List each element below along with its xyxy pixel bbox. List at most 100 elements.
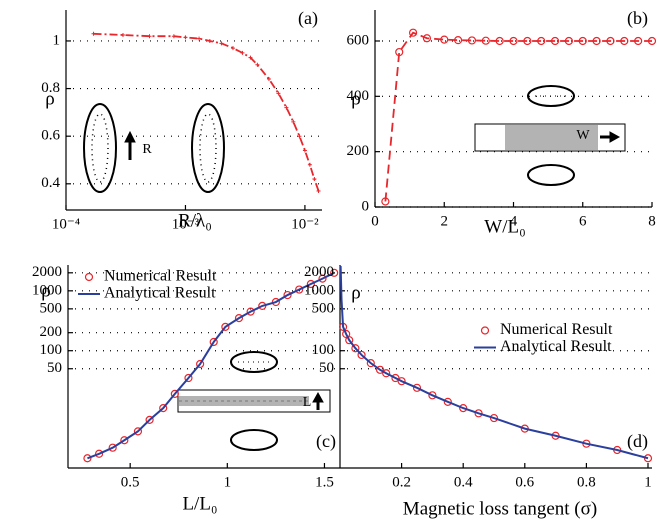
marker [221, 322, 230, 331]
marker [209, 337, 218, 347]
y-tick-label: 1000 [32, 282, 62, 298]
x-axis-label: W/L₀ [484, 216, 525, 237]
marker [330, 268, 339, 277]
x-tick-label: 0.8 [577, 474, 596, 490]
x-tick-label: 1 [224, 474, 232, 490]
series-line [87, 271, 335, 460]
marker [357, 350, 366, 360]
y-tick-label: 50 [47, 360, 62, 376]
marker [295, 285, 304, 294]
marker [523, 36, 532, 46]
x-tick-label: 1 [644, 474, 652, 490]
y-axis-label: ρ [41, 280, 50, 301]
y-tick-label: 0 [362, 198, 370, 214]
y-tick-label: 1000 [304, 282, 334, 298]
x-tick-label: 0.4 [454, 474, 473, 490]
series-line [384, 31, 652, 202]
y-axis-label: ρ [45, 88, 54, 109]
x-tick-label: 8 [648, 213, 656, 229]
marker [592, 36, 601, 46]
marker [83, 454, 92, 463]
marker [297, 134, 302, 139]
marker [266, 77, 271, 82]
marker [564, 36, 574, 46]
legend-label: Numerical Result [500, 321, 613, 338]
x-axis-label: L/L₀ [182, 493, 217, 514]
marker [183, 35, 188, 40]
x-tick-label: 10⁻⁴ [52, 216, 80, 232]
marker [422, 34, 432, 43]
marker [459, 404, 468, 413]
marker [276, 91, 281, 96]
marker [91, 31, 96, 36]
marker [283, 290, 292, 300]
y-tick-label: 100 [312, 342, 335, 358]
series-line [339, 265, 649, 460]
marker [467, 36, 477, 45]
marker [375, 365, 385, 374]
marker [230, 46, 235, 51]
marker [255, 62, 260, 67]
marker [620, 36, 629, 46]
marker [647, 36, 657, 46]
x-tick-label: 4 [510, 213, 518, 229]
panel-label: (a) [298, 8, 318, 29]
marker [495, 36, 504, 46]
marker [443, 397, 452, 406]
marker [307, 162, 312, 167]
marker [219, 41, 224, 46]
marker [391, 373, 400, 383]
marker [133, 427, 143, 436]
y-tick-label: 0.4 [41, 175, 60, 191]
marker [578, 36, 587, 46]
marker [395, 47, 404, 57]
marker [474, 409, 483, 418]
annotation: L [303, 395, 312, 410]
marker [316, 188, 321, 193]
marker [184, 373, 193, 383]
x-tick-label: 10⁻² [291, 216, 319, 232]
x-axis-label: R/λ₀ [178, 210, 212, 231]
marker [550, 36, 560, 46]
marker [248, 55, 253, 60]
x-tick-label: 0.6 [515, 474, 534, 490]
marker [170, 389, 179, 399]
y-tick-label: 0.6 [41, 128, 60, 144]
marker [196, 359, 205, 369]
marker [120, 33, 125, 37]
marker [147, 34, 152, 39]
marker [412, 383, 422, 392]
marker [440, 35, 449, 44]
marker [302, 148, 307, 153]
marker [397, 377, 406, 386]
marker [489, 413, 499, 423]
marker [120, 436, 129, 445]
y-tick-label: 1 [53, 32, 61, 48]
legend-swatch [480, 326, 490, 335]
marker [345, 336, 354, 345]
marker [428, 391, 437, 400]
marker [366, 359, 375, 368]
x-tick-label: 0 [371, 213, 379, 229]
y-tick-label: 200 [40, 324, 63, 340]
marker [284, 105, 289, 110]
y-tick-label: 2000 [304, 264, 334, 280]
marker [207, 38, 212, 43]
x-tick-label: 2 [441, 213, 449, 229]
insets [83, 85, 626, 451]
x-tick-label: 10⁻³ [172, 216, 200, 232]
marker [382, 369, 391, 378]
x-tick-label: 6 [579, 213, 587, 229]
marker [240, 50, 245, 55]
marker [306, 279, 315, 289]
panel-label: (b) [627, 8, 648, 29]
marker [606, 36, 615, 46]
x-tick-label: 1.5 [315, 474, 334, 490]
legend-label: Numerical Result [104, 268, 217, 285]
y-tick-label: 500 [40, 300, 63, 316]
marker [408, 28, 418, 37]
panel-label: (d) [627, 431, 648, 452]
marker [634, 36, 643, 46]
marker [94, 449, 104, 458]
